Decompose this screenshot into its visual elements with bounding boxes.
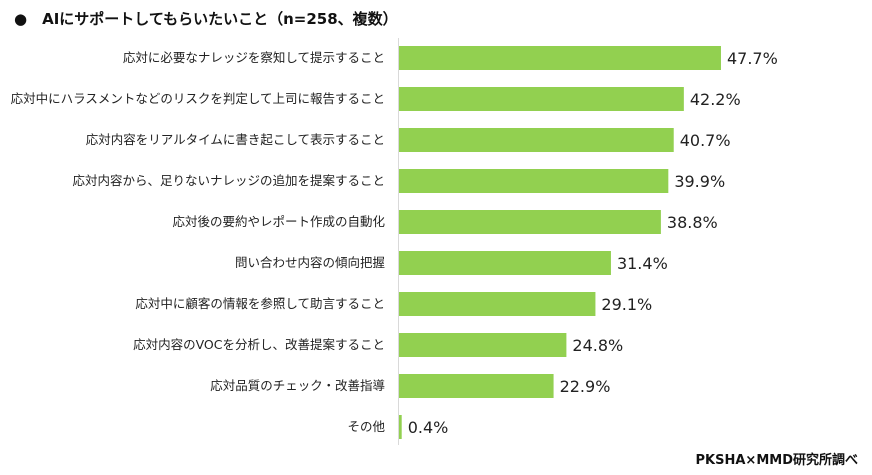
bar — [399, 210, 661, 234]
bar — [399, 292, 596, 316]
bar — [399, 251, 611, 275]
data-label: 24.8% — [572, 336, 623, 355]
category-label: 応対内容をリアルタイムに書き起こして表示すること — [86, 132, 385, 147]
data-label: 39.9% — [674, 172, 725, 191]
bar — [399, 128, 674, 152]
source-credit: PKSHA×MMD研究所調べ — [695, 453, 858, 468]
bar — [399, 333, 567, 357]
category-label: 問い合わせ内容の傾向把握 — [235, 255, 385, 270]
bar — [399, 415, 402, 439]
data-label: 47.7% — [727, 49, 778, 68]
category-label: 応対品質のチェック・改善指導 — [210, 378, 385, 393]
category-label: 応対中に顧客の情報を参照して助言すること — [135, 296, 385, 311]
data-label: 0.4% — [408, 418, 449, 437]
category-label: 応対内容から、足りないナレッジの追加を提案すること — [72, 173, 385, 188]
chart-title: ● AIにサポートしてもらいたいこと（n=258、複数） — [14, 10, 398, 28]
category-label: 応対に必要なナレッジを察知して提示すること — [123, 50, 385, 65]
data-label: 42.2% — [690, 90, 741, 109]
data-label: 29.1% — [601, 295, 652, 314]
bar — [399, 87, 684, 111]
data-label: 40.7% — [680, 131, 731, 150]
category-label: 応対中にハラスメントなどのリスクを判定して上司に報告すること — [11, 91, 385, 106]
bar — [399, 46, 721, 70]
category-label: 応対後の要約やレポート作成の自動化 — [172, 214, 385, 229]
bar — [399, 374, 554, 398]
data-label: 31.4% — [617, 254, 668, 273]
bar — [399, 169, 669, 193]
data-label: 38.8% — [667, 213, 718, 232]
data-label: 22.9% — [560, 377, 611, 396]
category-label: その他 — [347, 419, 385, 434]
category-label: 応対内容のVOCを分析し、改善提案すること — [133, 337, 385, 352]
